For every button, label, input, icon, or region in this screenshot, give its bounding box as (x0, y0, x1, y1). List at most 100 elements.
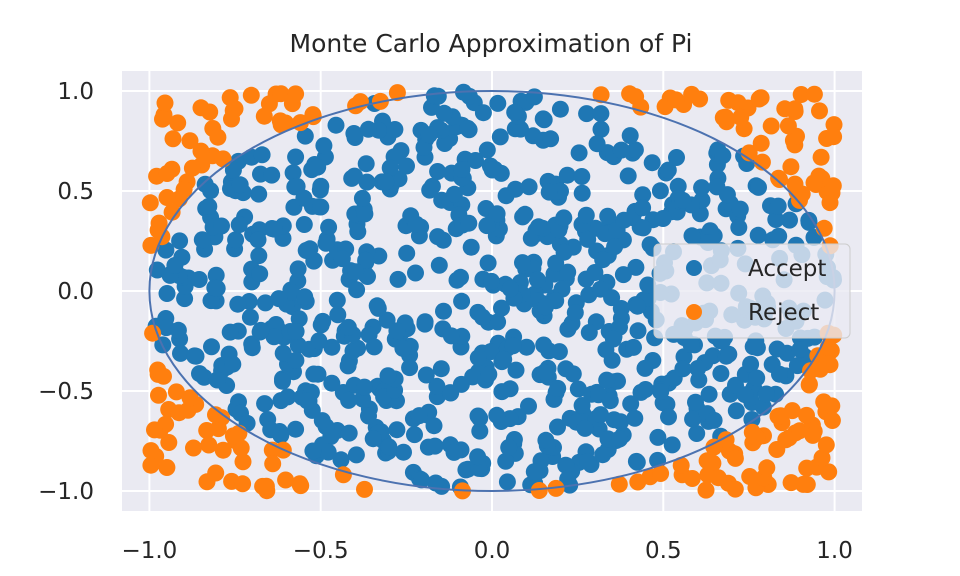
accept-point (442, 327, 460, 345)
reject-point (804, 426, 822, 444)
accept-point (349, 223, 367, 241)
accept-point (518, 338, 536, 356)
reject-point (798, 459, 816, 477)
accept-point (469, 448, 487, 466)
accept-point (421, 181, 439, 199)
accept-point (659, 161, 677, 179)
accept-point (208, 371, 226, 389)
accept-point (594, 446, 612, 464)
accept-point (663, 436, 681, 454)
reject-point (232, 439, 250, 457)
accept-point (629, 297, 646, 315)
accept-point (312, 198, 330, 216)
reject-point (811, 102, 828, 120)
reject-point (154, 110, 171, 128)
accept-point (469, 407, 487, 425)
accept-point (317, 234, 335, 252)
reject-point (150, 386, 167, 404)
accept-point (611, 430, 629, 448)
reject-point (743, 423, 761, 441)
reject-point (741, 468, 759, 485)
accept-point (489, 94, 507, 112)
reject-point (223, 110, 240, 128)
accept-point (365, 338, 383, 356)
accept-point (355, 378, 373, 396)
accept-point (415, 138, 433, 156)
accept-point (498, 473, 516, 491)
accept-point (748, 369, 766, 387)
accept-point (769, 197, 787, 215)
accept-point (604, 330, 622, 348)
accept-point (445, 443, 463, 461)
accept-point (262, 421, 280, 439)
legend: Accept Reject (653, 243, 851, 339)
accept-point (398, 157, 415, 175)
accept-point (298, 392, 316, 410)
accept-point (202, 182, 220, 200)
accept-point (425, 417, 443, 435)
accept-point (213, 217, 230, 235)
accept-point (714, 147, 732, 165)
accept-point (297, 242, 315, 259)
accept-point (364, 430, 382, 448)
accept-point (386, 121, 404, 138)
accept-point (525, 88, 543, 106)
reject-point (791, 191, 808, 209)
reject-point (200, 436, 218, 454)
accept-point (345, 125, 363, 142)
accept-point (507, 361, 525, 379)
accept-point (549, 418, 566, 436)
accept-point (594, 251, 612, 269)
accept-point (534, 110, 552, 128)
accept-point (693, 179, 711, 197)
reject-point (817, 436, 835, 454)
accept-point (231, 176, 249, 194)
accept-point (283, 284, 301, 301)
reject-point (824, 177, 842, 195)
accept-point (420, 126, 438, 144)
accept-point (501, 410, 519, 428)
accept-point (398, 244, 416, 262)
reject-point (798, 406, 815, 424)
accept-point (557, 456, 575, 474)
accept-point (290, 310, 308, 328)
accept-point (654, 210, 672, 227)
reject-point (768, 441, 786, 458)
accept-point (347, 446, 365, 464)
accept-point (720, 345, 738, 363)
accept-point (564, 365, 582, 383)
accept-point (395, 443, 412, 461)
reject-point (214, 150, 232, 168)
reject-point (813, 449, 831, 467)
reject-point (786, 175, 804, 193)
accept-point (287, 323, 305, 340)
accept-point (660, 408, 677, 426)
y-tick-label: −0.5 (38, 379, 94, 405)
accept-point (340, 424, 358, 442)
reject-point (209, 420, 227, 438)
y-tick-label: 0.5 (57, 179, 94, 205)
accept-point (614, 266, 632, 284)
accept-point (668, 149, 685, 166)
legend-accept-marker (686, 260, 702, 276)
accept-point (576, 419, 594, 437)
accept-point (377, 173, 395, 191)
reject-point (726, 449, 744, 467)
accept-point (579, 230, 597, 248)
accept-point (284, 164, 302, 182)
accept-point (478, 141, 496, 159)
legend-reject-label: Reject (748, 300, 819, 326)
reject-point (792, 86, 810, 103)
accept-point (295, 216, 313, 233)
accept-point (464, 368, 482, 386)
reject-point (158, 189, 176, 206)
accept-point (573, 397, 591, 414)
accept-point (224, 161, 242, 179)
accept-point (191, 365, 208, 383)
accept-point (535, 336, 553, 354)
accept-point (158, 285, 176, 302)
accept-point (305, 365, 323, 383)
accept-point (274, 344, 292, 362)
accept-point (166, 257, 184, 274)
x-tick-label: 0.5 (645, 538, 682, 564)
